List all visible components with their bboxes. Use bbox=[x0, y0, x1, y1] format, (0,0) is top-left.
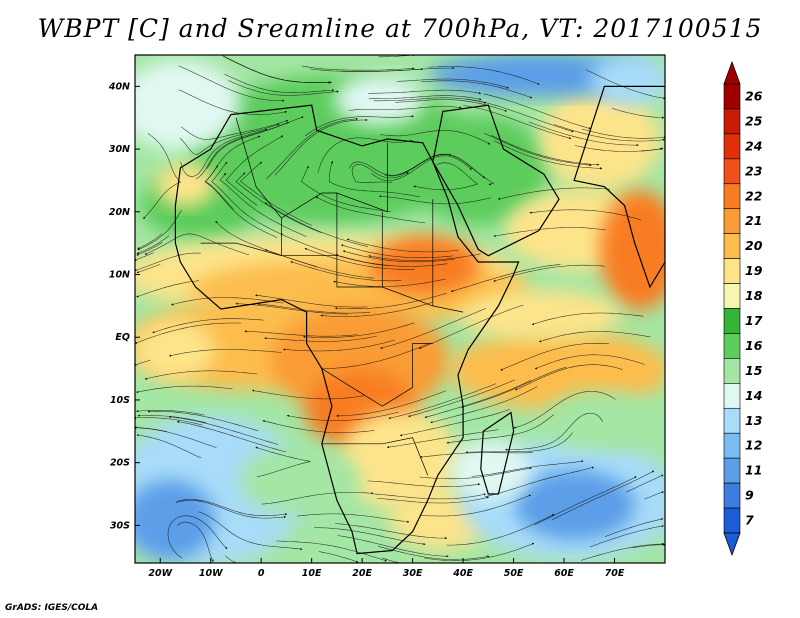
colorbar-label: 22 bbox=[745, 188, 762, 203]
colorbar-top-arrow bbox=[723, 60, 741, 85]
colorbar-label: 18 bbox=[745, 288, 763, 303]
colorbar-segment bbox=[723, 432, 741, 459]
lat-tick-label: 40N bbox=[108, 81, 130, 92]
colorbar-segment bbox=[723, 482, 741, 509]
colorbar-label: 13 bbox=[745, 413, 762, 428]
coastlines bbox=[174, 85, 665, 555]
wbpt-field bbox=[135, 55, 665, 563]
colorbar-bottom-arrow bbox=[723, 532, 741, 557]
lat-tick-label: 20N bbox=[109, 207, 130, 218]
colorbar-label: 14 bbox=[745, 388, 762, 403]
credit-label: GrADS: IGES/COLA bbox=[5, 603, 99, 613]
lon-tick-label: 70E bbox=[605, 568, 625, 579]
colorbar-segment bbox=[723, 457, 741, 484]
lon-tick-label: 30E bbox=[403, 568, 423, 579]
lon-tick-label: 20W bbox=[148, 568, 172, 579]
lon-tick-label: 10E bbox=[302, 568, 322, 579]
colorbar-label: 11 bbox=[745, 463, 762, 478]
colorbar-segment bbox=[723, 358, 741, 384]
lon-tick-label: 40E bbox=[452, 568, 473, 579]
lon-tick-label: 0 bbox=[258, 568, 265, 579]
lon-tick-label: 10W bbox=[199, 568, 223, 579]
colorbar-label: 17 bbox=[745, 313, 763, 328]
colorbar-segment bbox=[723, 108, 741, 135]
colorbar-segment bbox=[723, 507, 741, 534]
colorbar-label: 21 bbox=[745, 213, 762, 228]
colorbar-label: 19 bbox=[745, 263, 763, 278]
colorbar-label: 9 bbox=[745, 488, 754, 503]
lon-tick-label: 60E bbox=[554, 568, 574, 579]
colorbar-segment bbox=[723, 308, 741, 334]
colorbar-label: 26 bbox=[745, 88, 763, 103]
colorbar-segment bbox=[723, 383, 741, 409]
lat-tick-label: 10N bbox=[109, 270, 130, 281]
lon-tick-label: 20E bbox=[352, 568, 372, 579]
colorbar-label: 24 bbox=[745, 138, 762, 153]
lat-tick-label: 20S bbox=[110, 458, 130, 469]
colorbar-label: 20 bbox=[745, 238, 763, 253]
lon-tick-label: 50E bbox=[504, 568, 524, 579]
longitude-axis: 20W 10W 0 10E 20E 30E 40E 50E 60E 70E bbox=[148, 558, 625, 579]
lat-tick-label: 10S bbox=[110, 395, 130, 406]
colorbar-label: 15 bbox=[745, 363, 763, 378]
colorbar-segment bbox=[723, 333, 741, 359]
colorbar-segment bbox=[723, 233, 741, 259]
colorbar-segment bbox=[723, 208, 741, 234]
colorbar-segment bbox=[723, 183, 741, 210]
colorbar-segment bbox=[723, 133, 741, 160]
plot-frame bbox=[134, 54, 666, 564]
colorbar-label: 23 bbox=[745, 163, 762, 178]
lat-tick-label: 30N bbox=[109, 144, 130, 155]
lat-tick-label: 30S bbox=[110, 520, 130, 531]
colorbar: 26 25 24 23 22 21 20 19 18 17 16 15 14 13 12 11 9 7 bbox=[723, 60, 763, 557]
colorbar-segment bbox=[723, 158, 741, 185]
colorbar-label: 7 bbox=[745, 513, 754, 528]
colorbar-label: 12 bbox=[745, 438, 762, 453]
colorbar-segment bbox=[723, 258, 741, 284]
lat-tick-label: EQ bbox=[115, 332, 130, 343]
chart-title: WBPT [C] and Sreamline at 700hPa, VT: 20… bbox=[37, 14, 763, 43]
colorbar-label: 16 bbox=[745, 338, 763, 353]
colorbar-segment bbox=[723, 283, 741, 309]
colorbar-segment bbox=[723, 83, 741, 110]
colorbar-label: 25 bbox=[745, 113, 763, 128]
latitude-axis: 40N 30N 20N 10N EQ 10S 20S 30S bbox=[108, 81, 140, 531]
colorbar-segment bbox=[723, 407, 741, 434]
